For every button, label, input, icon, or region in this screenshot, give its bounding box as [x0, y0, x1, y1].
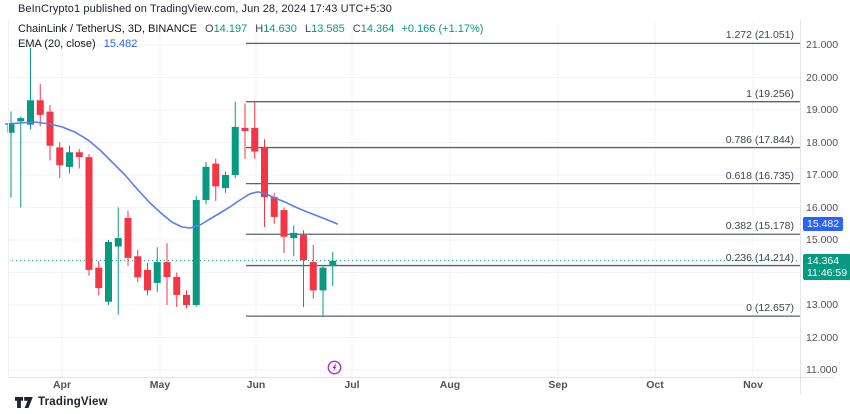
fib-label-0.236: 0.236 (14.214)	[725, 251, 794, 264]
fib-label-0.382: 0.382 (15.178)	[725, 220, 794, 233]
change-value: +0.166 (+1.17%)	[401, 23, 484, 35]
time-axis-border	[8, 377, 834, 378]
price-axis-label: 13.000	[806, 299, 839, 311]
candle-up	[105, 241, 112, 302]
last-price-value: 14.364	[807, 254, 840, 267]
candle-up	[329, 260, 337, 267]
time-axis-label-sep: Sep	[548, 379, 568, 391]
fib-label-1.272: 1.272 (21.051)	[725, 29, 794, 42]
candle-down	[270, 197, 278, 217]
symbol-legend-row[interactable]: ChainLink / TetherUS, 3D, BINANCE O14.19…	[18, 22, 483, 36]
candle-up	[192, 200, 200, 305]
time-axis-label-jun: Jun	[246, 379, 266, 391]
price-axis-label: 18.000	[806, 136, 839, 149]
candle-down	[95, 267, 103, 289]
lightning-icon[interactable]	[327, 360, 342, 380]
price-axis-border	[800, 20, 801, 394]
attribution-banner: BeInCrypto1 published on TradingView.com…	[18, 3, 392, 15]
low-value: 13.585	[311, 23, 345, 35]
time-axis-label-may: May	[149, 379, 171, 391]
tradingview-logo-icon	[15, 396, 33, 408]
candle-up	[7, 123, 15, 133]
ema-indicator-value: 15.482	[103, 38, 138, 50]
candle-down	[46, 111, 54, 146]
candle-up	[114, 238, 122, 247]
candle-down	[144, 269, 151, 291]
candle-up	[66, 152, 73, 167]
chart-canvas[interactable]	[0, 20, 850, 394]
candle-down	[85, 157, 93, 270]
candle-down	[75, 152, 83, 158]
price-axis-label: 17.000	[806, 169, 839, 181]
candle-up	[153, 262, 161, 283]
candle-down	[241, 127, 249, 132]
high-label: H	[255, 23, 264, 35]
bar-countdown: 11:46:59	[807, 266, 848, 279]
ema-price-badge: 15.482	[803, 217, 844, 232]
price-axis-label: 11.000	[806, 364, 838, 376]
banner-text: BeInCrypto1 published on TradingView.com…	[18, 3, 392, 15]
close-value: 14.364	[360, 23, 395, 35]
candle-down	[300, 235, 307, 261]
symbol-title: ChainLink / TetherUS, 3D, BINANCE	[18, 23, 197, 35]
candle-down	[251, 127, 259, 152]
candle-up	[202, 166, 210, 201]
price-axis-label: 19.000	[806, 104, 839, 116]
last-price-badge: 14.364 11:46:59	[803, 253, 850, 280]
close-label: C	[352, 23, 361, 35]
chart-container[interactable]: ChainLink / TetherUS, 3D, BINANCE O14.19…	[0, 20, 850, 394]
candle-down	[309, 262, 317, 291]
low-label: L	[304, 23, 312, 35]
legend: ChainLink / TetherUS, 3D, BINANCE O14.19…	[18, 22, 483, 52]
candle-down	[183, 294, 190, 305]
candle-up	[290, 232, 298, 239]
price-axis-label: 15.000	[806, 234, 839, 246]
price-axis-label: 12.000	[806, 331, 839, 344]
candle-down	[36, 100, 44, 115]
price-axis-label: 16.000	[806, 201, 839, 214]
time-axis-label-oct: Oct	[646, 379, 664, 391]
candle-down	[173, 277, 181, 295]
candle-down	[280, 210, 288, 237]
ema-line	[4, 121, 339, 229]
ema-badge-value: 15.482	[807, 218, 840, 231]
high-value: 14.630	[263, 23, 297, 35]
time-axis-label-jul: Jul	[344, 379, 360, 391]
candle-down	[212, 163, 220, 187]
candle-up	[17, 118, 25, 122]
chart-left-border	[8, 20, 9, 377]
tradingview-logo[interactable]: TradingView	[15, 396, 108, 408]
candle-down	[134, 256, 142, 278]
candle-up	[231, 126, 239, 175]
ema-indicator-label: EMA (20, close)	[18, 38, 96, 50]
candle-up	[27, 100, 34, 125]
ema-legend-row[interactable]: EMA (20, close) 15.482	[18, 37, 483, 51]
candle-down	[124, 217, 132, 258]
tradingview-logo-text: TradingView	[38, 396, 108, 408]
price-axis-label: 21.000	[806, 39, 839, 51]
candle-up	[319, 267, 327, 291]
time-axis-label-aug: Aug	[439, 379, 461, 391]
fib-label-0.618: 0.618 (16.735)	[725, 169, 794, 182]
fib-label-1: 1 (19.256)	[746, 87, 794, 100]
open-value: 14.197	[213, 23, 248, 35]
time-axis-label-apr: Apr	[52, 379, 72, 391]
candle-down	[56, 147, 64, 166]
fib-label-0: 0 (12.657)	[746, 302, 794, 315]
candle-down	[261, 147, 268, 198]
time-axis-label-nov: Nov	[743, 379, 763, 391]
open-label: O	[205, 23, 214, 35]
fib-label-0.786: 0.786 (17.844)	[725, 133, 794, 146]
candle-up	[222, 175, 229, 188]
price-axis-label: 20.000	[806, 71, 839, 84]
candle-down	[163, 262, 171, 278]
